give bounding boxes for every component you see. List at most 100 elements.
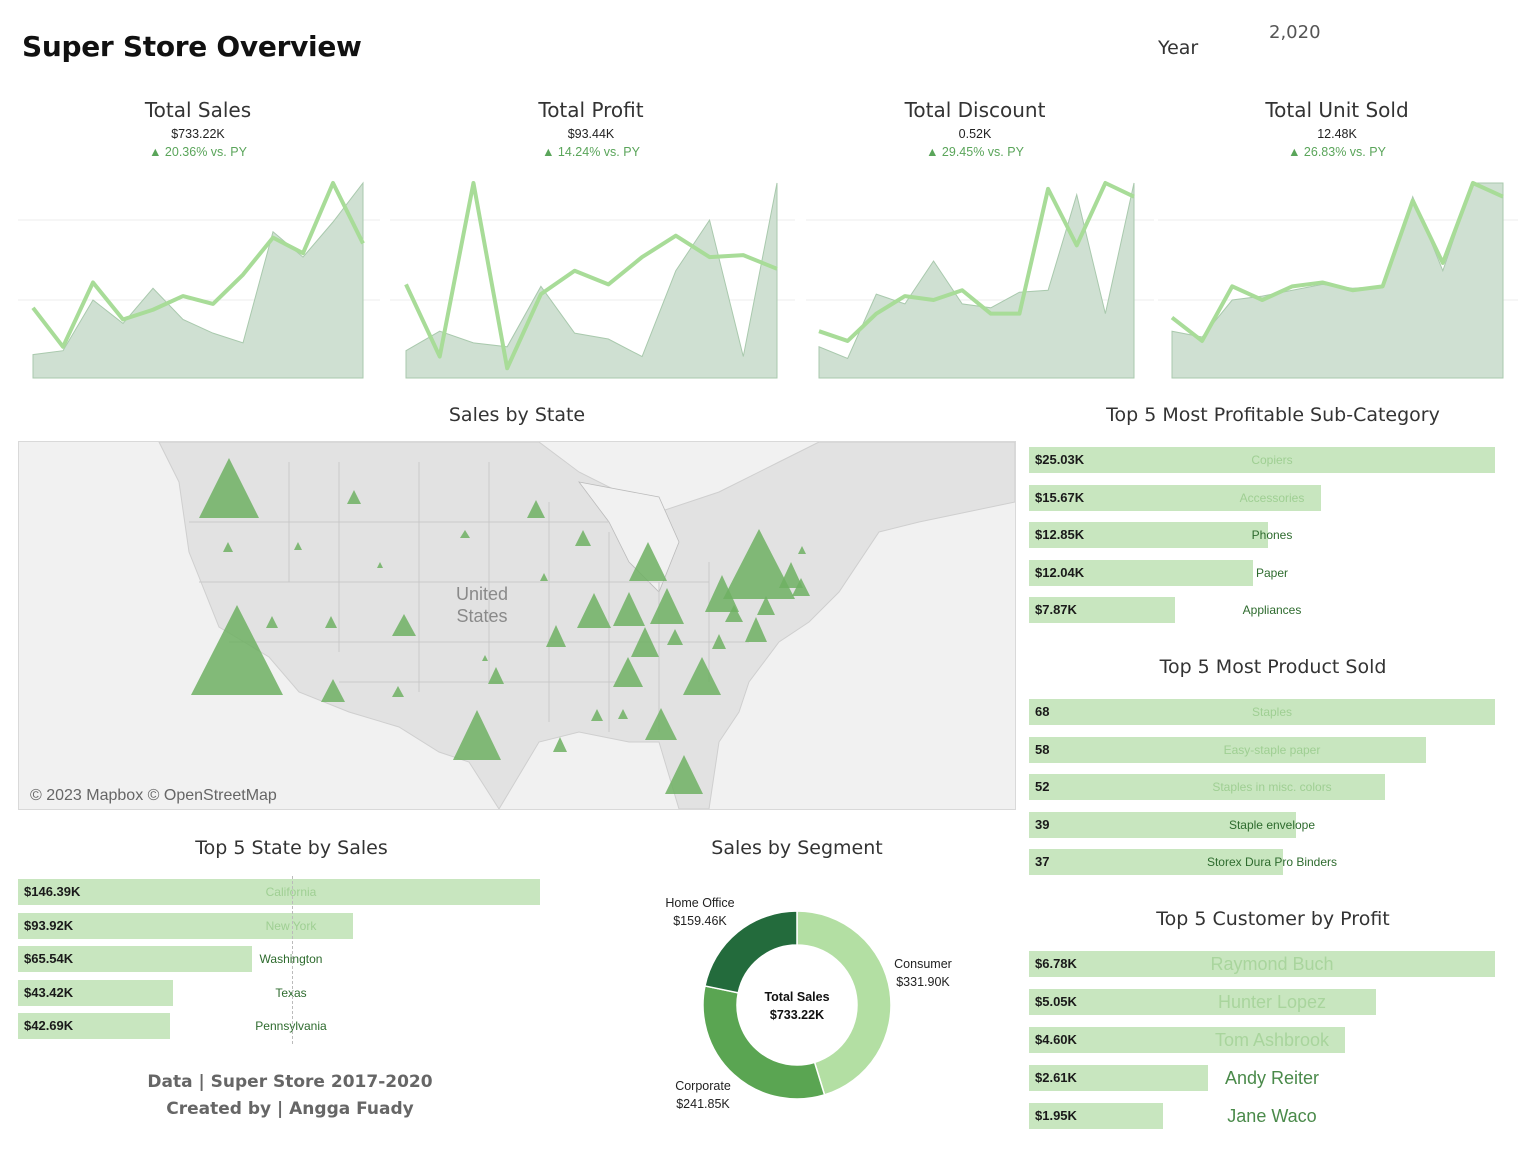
state-marker <box>392 614 416 636</box>
bar-row[interactable]: $93.92K New York <box>18 912 540 939</box>
bar-row[interactable]: 37 Storex Dura Pro Binders <box>1029 849 1495 875</box>
kpi-value: 0.52K <box>958 127 992 141</box>
current-year-area <box>1171 182 1504 379</box>
state-marker <box>645 708 677 740</box>
bar-row[interactable]: 39 Staple envelope <box>1029 811 1495 838</box>
bar-label: Andy Reiter <box>1224 1068 1320 1088</box>
state-marker <box>613 657 643 687</box>
bar-row[interactable]: $25.03K Copiers <box>1029 447 1495 473</box>
state-marker <box>453 710 501 760</box>
segment-label-corporate: Corporate $241.85K <box>658 1077 748 1113</box>
customers-title: Top 5 Customer by Profit <box>1156 908 1390 930</box>
bar-row[interactable]: $12.04K Paper <box>1029 559 1495 586</box>
bar-label: New York <box>265 918 317 933</box>
state-marker <box>631 627 659 657</box>
bar-row[interactable]: $5.05K Hunter Lopez <box>1029 989 1495 1015</box>
footer-credit: Created by | Angga Fuady <box>166 1099 414 1119</box>
bar-label: Easy-staple paper <box>1223 742 1321 757</box>
bar-value: 39 <box>1035 816 1050 832</box>
bar-row[interactable]: $65.54K Washington <box>18 946 540 972</box>
state-marker <box>683 657 721 695</box>
state-marker <box>665 755 703 794</box>
page-title: Super Store Overview <box>22 30 362 63</box>
state-marker <box>712 634 726 649</box>
bar <box>1029 951 1495 977</box>
bar-label: Staple envelope <box>1228 817 1316 832</box>
bar-label: Copiers <box>1251 453 1293 467</box>
state-marker <box>377 562 383 568</box>
donut-center-line1: Total Sales <box>764 990 830 1004</box>
state-marker <box>725 605 743 622</box>
bar-row[interactable]: $146.39K California <box>18 879 540 905</box>
kpi-change: ▲ 14.24% vs. PY <box>542 145 640 159</box>
bar-row[interactable]: $43.42K Texas <box>18 979 540 1006</box>
bar-value: $93.92K <box>24 917 74 933</box>
segment-value: $159.46K <box>673 914 727 928</box>
bar-row[interactable]: 68 Staples <box>1029 699 1495 725</box>
state-marker <box>779 562 803 588</box>
bar-row[interactable]: $1.95K Jane Waco <box>1029 1103 1495 1129</box>
bar <box>18 879 540 905</box>
bar-row[interactable]: 52 Staples in misc. colors <box>1029 774 1495 800</box>
state-marker <box>613 592 645 626</box>
state-marker <box>757 596 775 615</box>
bar <box>1029 597 1176 623</box>
kpi-total-unit-sold: Total Unit Sold 12.48K ▲ 26.83% vs. PY <box>1157 98 1517 159</box>
discount-trend-chart[interactable] <box>806 178 1154 380</box>
bar-row[interactable]: $6.78K Raymond Buch <box>1029 951 1495 977</box>
bar-value: $42.69K <box>24 1018 74 1033</box>
states-title: Top 5 State by Sales <box>195 837 388 859</box>
kpi-change: ▲ 20.36% vs. PY <box>149 145 247 159</box>
state-marker <box>650 588 684 624</box>
state-marker <box>798 546 806 554</box>
bar <box>1029 1027 1345 1053</box>
bar-row[interactable]: $42.69K Pennsylvania <box>18 1013 540 1039</box>
bar <box>1029 484 1321 511</box>
bar-label: Phones <box>1251 528 1293 542</box>
bar-value: $146.39K <box>24 884 81 899</box>
state-marker <box>266 616 278 628</box>
segment-name: Home Office <box>665 896 735 910</box>
bar-row[interactable]: $7.87K Appliances <box>1029 597 1495 623</box>
bar-label: Pennsylvania <box>255 1019 327 1033</box>
kpi-title: Total Sales <box>144 98 252 122</box>
bar <box>18 979 174 1006</box>
trend-line <box>31 181 365 349</box>
segment-value: $241.85K <box>676 1097 730 1111</box>
state-marker <box>294 542 302 550</box>
state-marker <box>591 709 603 721</box>
profit-trend-chart[interactable] <box>390 178 795 380</box>
state-marker <box>629 542 667 581</box>
bar-value: $4.60K <box>1035 1032 1077 1047</box>
kpi-title: Total Discount <box>904 98 1046 122</box>
subcategory-bar-chart: $25.03K Copiers $15.67K Accessories $12.85K P… <box>1029 447 1495 632</box>
country-label-line2: States <box>456 606 508 626</box>
bar-value: 37 <box>1035 854 1050 869</box>
subcategory-title: Top 5 Most Profitable Sub-Category <box>1106 404 1440 426</box>
segment-value: $331.90K <box>896 975 950 989</box>
year-filter-value[interactable]: 2,020 <box>1269 22 1321 43</box>
sales-trend-chart[interactable] <box>18 178 380 380</box>
bar <box>1029 736 1427 763</box>
sales-by-state-map[interactable]: United States <box>18 441 1016 810</box>
state-marker <box>482 655 488 661</box>
unit-sold-trend-chart[interactable] <box>1158 178 1518 380</box>
kpi-change: ▲ 26.83% vs. PY <box>1288 145 1386 159</box>
footer-data-source: Data | Super Store 2017-2020 <box>147 1072 433 1092</box>
kpi-total-profit: Total Profit $93.44K ▲ 14.24% vs. PY <box>411 98 771 159</box>
bar-row[interactable]: 58 Easy-staple paper <box>1029 736 1495 763</box>
bar-row[interactable]: $12.85K Phones <box>1029 522 1495 548</box>
state-marker <box>199 458 259 518</box>
bar-row[interactable]: $2.61K Andy Reiter <box>1029 1065 1495 1091</box>
state-marker <box>546 625 566 647</box>
bar-label: Washington <box>259 952 323 966</box>
bar <box>1029 989 1377 1015</box>
bar-row[interactable]: $15.67K Accessories <box>1029 484 1495 511</box>
bar-label: Texas <box>275 985 307 1000</box>
bar-value: $15.67K <box>1035 489 1085 505</box>
bar-row[interactable]: $4.60K Tom Ashbrook <box>1029 1027 1495 1053</box>
state-marker <box>553 737 567 752</box>
current-year-area <box>818 182 1135 379</box>
segment-donut[interactable] <box>700 908 894 1102</box>
trend-line <box>818 181 1135 343</box>
